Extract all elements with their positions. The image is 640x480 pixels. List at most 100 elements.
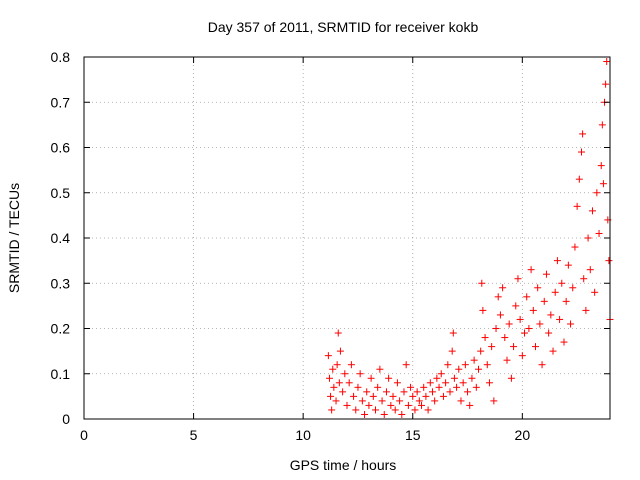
- data-point: [330, 383, 338, 391]
- data-point: [551, 288, 559, 296]
- data-point: [567, 320, 575, 328]
- data-point: [428, 388, 436, 396]
- data-point: [367, 374, 375, 382]
- data-point: [477, 347, 485, 355]
- data-point: [327, 392, 335, 400]
- data-series: [324, 58, 614, 418]
- data-point: [398, 410, 406, 418]
- data-point: [329, 365, 337, 373]
- data-point: [507, 374, 515, 382]
- data-point: [374, 383, 382, 391]
- data-point: [415, 397, 423, 405]
- data-point: [376, 365, 384, 373]
- data-point: [542, 270, 550, 278]
- y-tick-label: 0: [62, 411, 70, 427]
- data-point: [442, 379, 450, 387]
- x-tick-label: 10: [295, 427, 311, 443]
- data-point: [536, 320, 544, 328]
- data-point: [424, 406, 432, 414]
- chart-title: Day 357 of 2011, SRMTID for receiver kok…: [208, 19, 479, 35]
- data-point: [475, 365, 482, 373]
- data-point: [435, 383, 443, 391]
- data-point: [553, 257, 561, 265]
- data-point: [363, 388, 371, 396]
- plot-frame: [83, 56, 611, 420]
- data-point: [409, 392, 417, 400]
- data-point: [588, 207, 596, 215]
- data-point: [516, 315, 524, 323]
- data-point: [369, 392, 377, 400]
- data-point: [545, 329, 553, 337]
- data-point: [488, 343, 496, 351]
- data-point: [325, 374, 333, 382]
- x-tick-label: 15: [405, 427, 421, 443]
- data-point: [449, 329, 457, 337]
- data-point: [352, 406, 360, 414]
- data-point: [457, 397, 465, 405]
- data-point: [499, 284, 507, 292]
- data-point: [420, 383, 428, 391]
- data-point: [341, 370, 349, 378]
- data-point: [459, 379, 467, 387]
- data-point: [345, 379, 353, 387]
- data-point: [529, 306, 537, 314]
- data-point: [483, 361, 491, 369]
- data-point: [492, 325, 500, 332]
- data-point: [571, 243, 579, 251]
- data-point: [354, 383, 362, 391]
- data-point: [404, 401, 412, 409]
- x-tick-label: 5: [190, 427, 198, 443]
- data-point: [560, 338, 568, 346]
- data-point: [564, 261, 572, 269]
- data-point: [580, 275, 588, 283]
- data-point: [361, 410, 369, 418]
- y-tick-label: 0.1: [51, 366, 71, 382]
- data-point: [584, 234, 592, 242]
- data-point: [578, 148, 586, 156]
- data-point: [485, 379, 493, 387]
- data-point: [418, 401, 426, 409]
- data-point: [444, 361, 452, 369]
- data-point: [556, 315, 564, 323]
- data-point: [356, 370, 364, 378]
- data-point: [413, 388, 421, 396]
- data-point: [538, 361, 546, 369]
- data-point: [461, 361, 469, 369]
- data-point: [400, 388, 408, 396]
- y-tick-label: 0.4: [51, 230, 71, 246]
- data-point: [382, 388, 390, 396]
- data-point: [380, 410, 388, 418]
- data-point: [603, 58, 611, 66]
- data-point: [514, 275, 522, 283]
- data-point: [450, 374, 458, 382]
- data-point: [393, 379, 401, 387]
- data-point: [371, 406, 379, 414]
- data-point: [350, 392, 358, 400]
- data-point: [407, 383, 415, 391]
- x-axis-label: GPS time / hours: [290, 457, 397, 473]
- data-point: [562, 297, 570, 305]
- data-point: [391, 406, 399, 414]
- data-point: [582, 306, 590, 314]
- y-tick-label: 0.7: [51, 94, 71, 110]
- data-point: [593, 189, 601, 197]
- data-point: [343, 401, 351, 409]
- data-point: [333, 361, 341, 369]
- data-point: [439, 392, 447, 400]
- data-point: [575, 175, 583, 183]
- data-point: [481, 334, 489, 342]
- y-tick-label: 0.6: [51, 140, 71, 156]
- x-tick-label: 20: [515, 427, 531, 443]
- data-point: [527, 266, 535, 274]
- data-point: [599, 180, 607, 188]
- data-point: [448, 347, 456, 355]
- data-point: [365, 401, 373, 409]
- data-point: [328, 406, 336, 414]
- data-point: [558, 279, 566, 287]
- data-point: [573, 202, 581, 210]
- data-point: [466, 401, 474, 409]
- data-point: [591, 288, 599, 296]
- data-point: [586, 266, 594, 274]
- data-point: [339, 388, 347, 396]
